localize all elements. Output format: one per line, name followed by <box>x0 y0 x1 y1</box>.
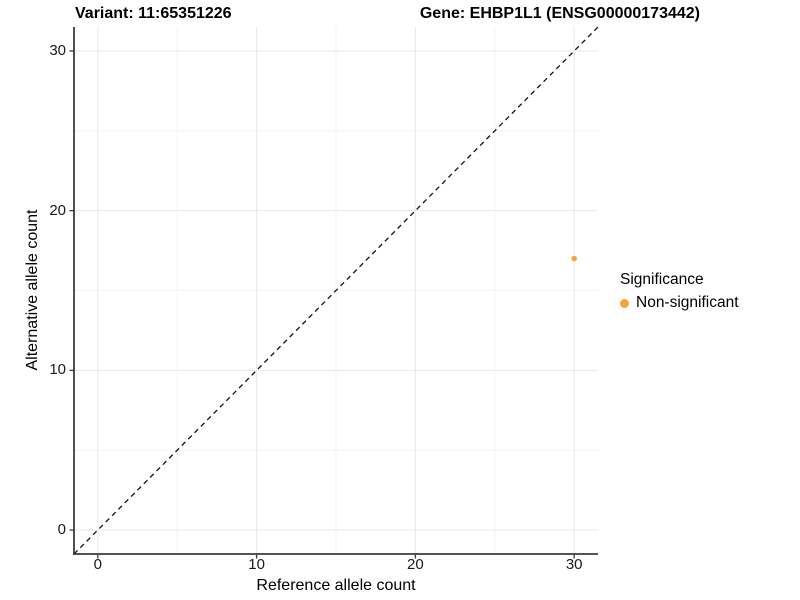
y-axis-label: Alternative allele count <box>24 209 41 371</box>
legend: Significance Non-significant <box>620 270 739 312</box>
x-axis-label: Reference allele count <box>256 577 416 594</box>
plot-title-variant: Variant: 11:65351226 <box>75 5 232 22</box>
legend-items: Non-significant <box>620 294 739 312</box>
x-tick-label: 0 <box>93 556 102 573</box>
legend-point-icon <box>620 298 629 308</box>
x-tick-label: 20 <box>407 556 424 573</box>
plot-title: Variant: 11:65351226 Gene: EHBP1L1 (ENSG… <box>75 5 700 23</box>
x-tick-label: 10 <box>248 556 265 573</box>
plot-title-gene: Gene: EHBP1L1 (ENSG00000173442) <box>419 5 700 22</box>
y-tick-label: 30 <box>49 41 66 59</box>
identity-line <box>73 26 599 555</box>
legend-title: Significance <box>620 271 704 288</box>
legend-item-label: Non-significant <box>636 294 739 311</box>
legend-item: Non-significant <box>620 294 739 312</box>
x-tick-label: 30 <box>565 556 583 573</box>
y-tick-label: 20 <box>49 201 66 219</box>
y-tick-label: 0 <box>57 521 66 539</box>
data-point <box>571 255 577 262</box>
y-tick-label: 10 <box>49 361 66 379</box>
